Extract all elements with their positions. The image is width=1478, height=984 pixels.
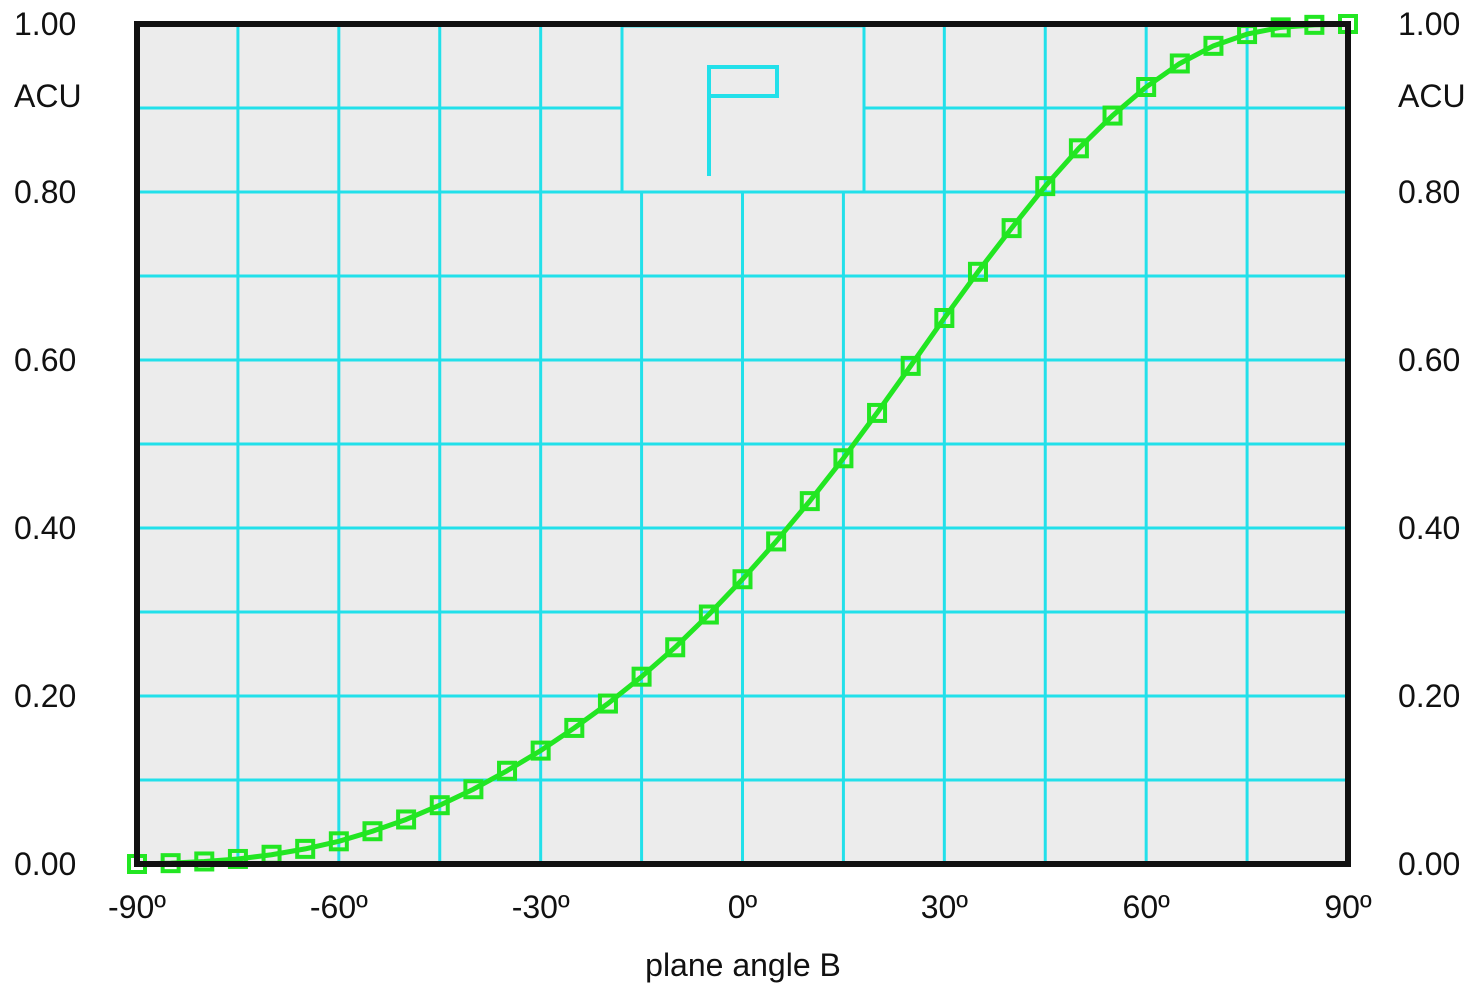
series-point-marker [295,838,316,859]
series-point-marker [396,809,417,830]
y-tick-label-right: 0.60 [1398,342,1460,378]
legend: P [620,24,866,194]
y-tick-label-left: 0.60 [14,342,76,378]
series-point-marker [1001,218,1022,239]
series-point-marker [362,821,383,842]
y-axis-left: 0.00 0.20 0.40 0.60 0.80 1.00 [14,6,76,882]
series-point-marker [1203,35,1224,56]
x-tick-label: -90º [108,889,166,925]
series-point-marker [463,779,484,800]
series-point-marker [1169,53,1190,74]
series-point-marker [833,448,854,469]
series-point-marker [429,795,450,816]
grid-lines [137,24,1348,864]
y-tick-label-left: 1.00 [14,6,76,42]
series-point-marker [766,531,787,552]
series-point-marker [698,604,719,625]
series-point-marker [732,569,753,590]
y-tick-label-left: 0.20 [14,678,76,714]
series-point-marker [867,402,888,423]
y-tick-label-right: 1.00 [1398,6,1460,42]
y-axis-right-label: ACU [1398,78,1466,114]
x-tick-label: 90º [1324,889,1372,925]
legend-p-glyph-icon [707,65,779,176]
series-point-marker [1035,176,1056,197]
x-tick-label: -60º [310,889,368,925]
x-tick-label: 60º [1123,889,1171,925]
series-point-marker [564,717,585,738]
series-point-marker [597,693,618,714]
series-point-marker [900,355,921,376]
x-axis: -90º -60º -30º 0º 30º 60º 90º [108,889,1372,925]
y-axis-right: 0.00 0.20 0.40 0.60 0.80 1.00 [1398,6,1460,882]
series-point-marker [1270,17,1291,38]
series-point-marker [665,637,686,658]
series-layer [127,14,1358,874]
series-point-marker [1068,138,1089,159]
series-point-marker [799,491,820,512]
y-tick-label-right: 0.40 [1398,510,1460,546]
y-tick-label-left: 0.40 [14,510,76,546]
x-axis-label: plane angle B [645,947,841,983]
x-tick-label: 30º [921,889,969,925]
y-tick-label-right: 0.20 [1398,678,1460,714]
series-point-marker [631,666,652,687]
series-point-marker [530,740,551,761]
plot-frame [134,21,1351,867]
y-axis-left-label: ACU [14,78,82,114]
series-point-marker [497,760,518,781]
series-point-marker [934,308,955,328]
x-tick-label: 0º [728,889,758,925]
series-point-marker [967,261,988,282]
y-tick-label-right: 0.00 [1398,846,1460,882]
y-tick-label-right: 0.80 [1398,174,1460,210]
series-point-marker [328,831,349,852]
legend-box [620,24,866,194]
series-line [136,21,1349,867]
series-point-marker [1136,77,1157,97]
x-tick-label: -30º [512,889,570,925]
series-point-marker [1102,105,1123,126]
y-tick-label-left: 0.80 [14,174,76,210]
y-tick-label-left: 0.00 [14,846,76,882]
